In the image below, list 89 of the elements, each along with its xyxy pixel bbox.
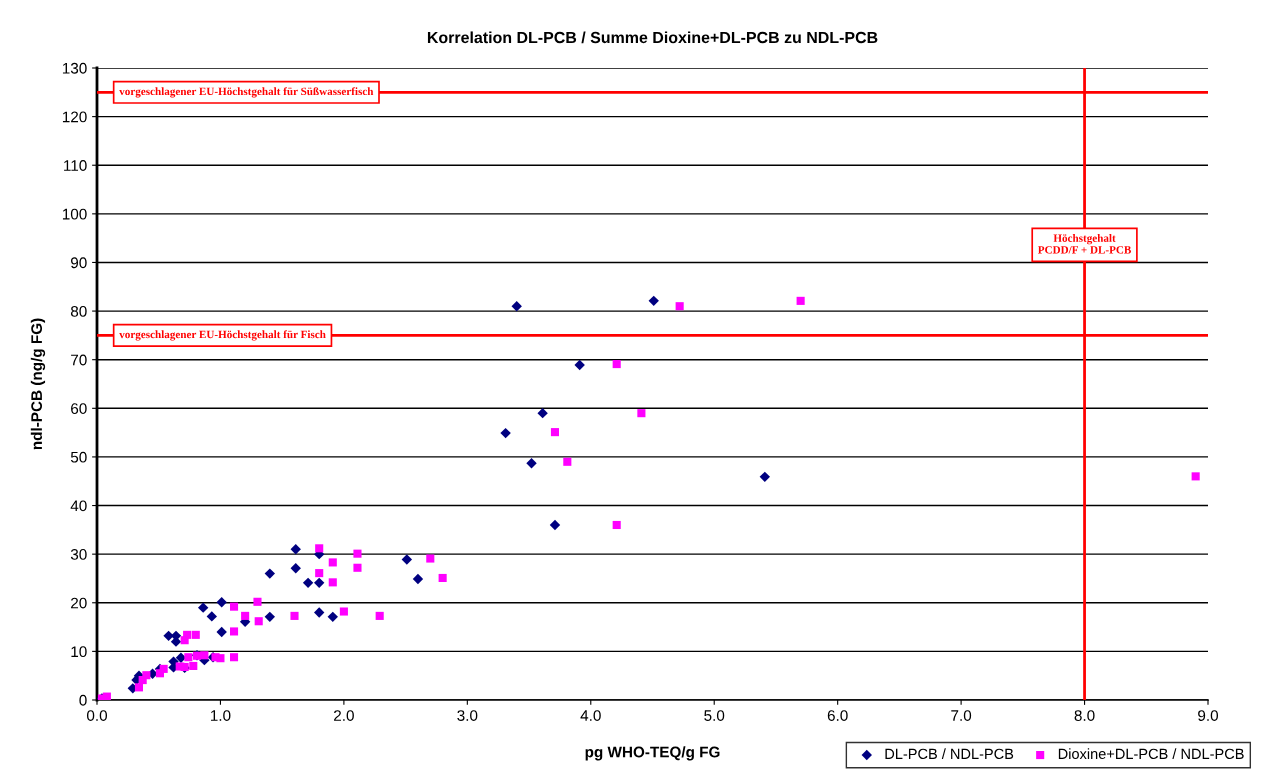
point (426, 554, 435, 563)
point (216, 626, 227, 638)
chart-title: Korrelation DL-PCB / Summe Dioxine+DL-PCB zu NDL-PCB (427, 31, 878, 44)
point (648, 295, 659, 307)
ref-line-label: Höchstgehalt PCDD/F + DL-PCB (1037, 234, 1132, 254)
x-tick-label: 6.0 (827, 710, 848, 721)
y-tick-label: 60 (71, 403, 87, 414)
point (191, 630, 200, 639)
point (327, 611, 338, 623)
x-tick-label: 3.0 (457, 710, 478, 721)
y-tick-label: 10 (71, 646, 87, 658)
point (412, 573, 424, 585)
point (138, 676, 147, 685)
x-tick-label: 4.0 (580, 710, 601, 721)
point (438, 573, 447, 583)
point (216, 597, 227, 608)
y-tick-label: 50 (70, 451, 87, 463)
x-axis-title: pg WHO-TEQ/g FG (585, 746, 720, 761)
point (401, 554, 413, 565)
legend-label: DL-PCB / NDL-PCB (885, 748, 1014, 760)
y-tick-label: 30 (70, 549, 87, 560)
point (264, 611, 276, 623)
x-tick-label: 8.0 (1074, 710, 1095, 721)
point (254, 617, 263, 626)
point (229, 653, 239, 662)
y-tick-label: 90 (71, 257, 87, 269)
point (229, 627, 239, 636)
point (102, 692, 111, 700)
point (216, 654, 225, 663)
legend-label: Dioxine+DL-PCB / NDL-PCB (1058, 748, 1244, 760)
point (315, 544, 324, 553)
y-tick-label: 0 (79, 694, 87, 706)
point (759, 471, 771, 483)
point (563, 457, 572, 466)
point (339, 607, 348, 616)
point (549, 519, 561, 531)
x-tick-label: 5.0 (704, 710, 725, 721)
point (612, 360, 621, 369)
y-tick-label: 130 (62, 62, 87, 74)
point (511, 301, 522, 312)
y-tick-label: 80 (70, 305, 87, 317)
point (537, 407, 548, 419)
point (353, 563, 362, 572)
point (302, 577, 314, 589)
point (189, 661, 198, 671)
point (328, 558, 337, 567)
x-tick-label: 7.0 (951, 710, 972, 721)
y-axis-title: ndl-PCB (ng/g FG) (30, 318, 46, 450)
point (500, 427, 511, 439)
x-tick-label: 1.0 (210, 710, 231, 721)
point (328, 578, 337, 587)
point (241, 611, 250, 620)
point (314, 607, 325, 618)
point (314, 577, 325, 589)
point (1191, 472, 1200, 481)
point (253, 597, 262, 606)
point (612, 520, 621, 530)
point (526, 458, 537, 469)
point (550, 428, 560, 437)
x-tick-label: 0.0 (86, 710, 108, 721)
point (264, 568, 276, 579)
point (229, 602, 239, 611)
y-tick-label: 20 (71, 597, 87, 609)
point (290, 544, 301, 555)
y-tick-label: 110 (64, 160, 87, 171)
point (155, 669, 165, 678)
point (180, 636, 189, 645)
point (197, 602, 209, 613)
point (637, 409, 646, 418)
y-tick-label: 70 (71, 354, 87, 366)
y-tick-label: 40 (70, 500, 87, 512)
point (290, 563, 301, 574)
point (184, 653, 193, 662)
point (574, 359, 585, 371)
ref-line-label: vorgeschlagener EU-Höchstgehalt für Süßwasserfisch (119, 87, 374, 98)
point (206, 611, 217, 622)
point (134, 683, 144, 692)
point (675, 302, 684, 311)
x-tick-label: 9.0 (1198, 710, 1219, 721)
y-tick-label: 100 (62, 208, 87, 220)
x-tick-label: 2.0 (334, 710, 354, 721)
point (290, 611, 299, 620)
point (375, 611, 384, 620)
ref-line-label: vorgeschlagener EU-Höchstgehalt für Fisch (119, 330, 326, 341)
y-tick-label: 120 (62, 111, 87, 123)
point (796, 296, 805, 305)
point (353, 549, 362, 558)
point (315, 569, 324, 578)
point (200, 651, 209, 660)
